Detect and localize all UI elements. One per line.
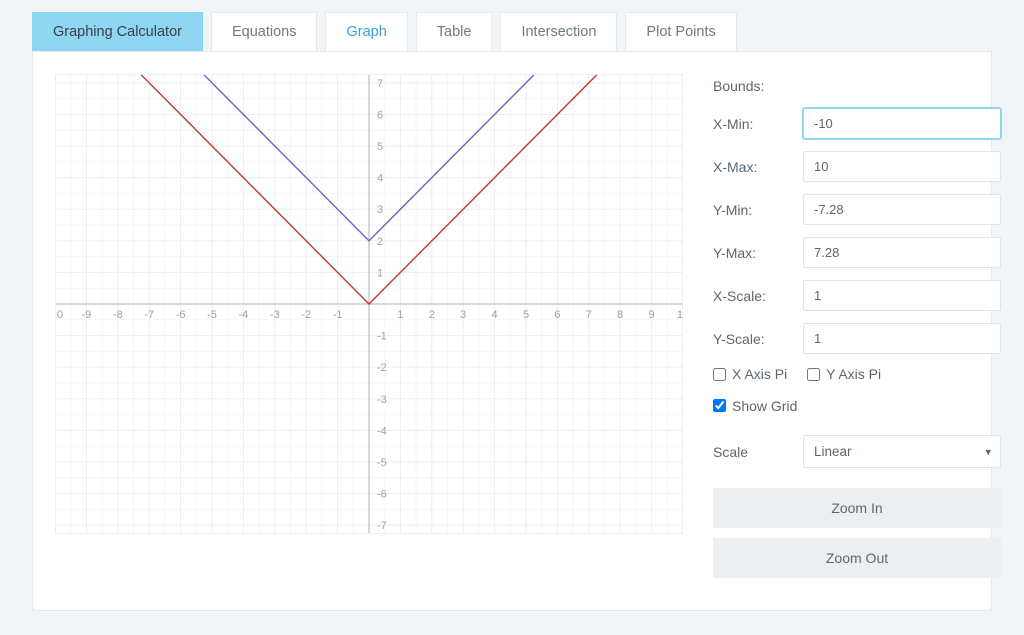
tab-bar: Graphing Calculator Equations Graph Tabl… [32,12,992,51]
y-axis-pi-checkbox[interactable] [807,368,820,381]
svg-text:-4: -4 [377,425,387,437]
tab-plot-points[interactable]: Plot Points [625,12,736,51]
svg-text:-2: -2 [301,309,311,321]
svg-text:4: 4 [377,173,383,185]
svg-text:2: 2 [377,236,383,248]
svg-text:-3: -3 [377,394,387,406]
svg-text:-5: -5 [207,309,217,321]
svg-text:-4: -4 [239,309,249,321]
x-axis-pi-label: X Axis Pi [732,366,787,382]
svg-text:1: 1 [377,267,383,279]
scale-label: Scale [713,444,787,460]
graph-svg: -10-9-8-7-6-5-4-3-2-112345678910-7-6-5-4… [55,74,683,534]
svg-text:6: 6 [554,309,560,321]
x-axis-pi-checkbox[interactable] [713,368,726,381]
tab-graph[interactable]: Graph [325,12,407,51]
show-grid-option[interactable]: Show Grid [713,398,797,414]
ymax-label: Y-Max: [713,245,803,261]
bounds-title: Bounds: [713,78,1001,94]
tab-equations[interactable]: Equations [211,12,318,51]
show-grid-label: Show Grid [732,398,797,414]
y-axis-pi-label: Y Axis Pi [826,366,881,382]
ymin-input[interactable] [803,194,1001,225]
main-panel: -10-9-8-7-6-5-4-3-2-112345678910-7-6-5-4… [32,51,992,611]
svg-text:-6: -6 [176,309,186,321]
tab-table[interactable]: Table [416,12,493,51]
yscale-input[interactable] [803,323,1001,354]
svg-text:8: 8 [617,309,623,321]
xmin-label: X-Min: [713,116,803,132]
svg-text:2: 2 [429,309,435,321]
tab-graphing-calculator[interactable]: Graphing Calculator [32,12,203,51]
scale-select[interactable]: LinearLogarithmic [803,435,1001,468]
x-axis-pi-option[interactable]: X Axis Pi [713,366,787,382]
svg-text:5: 5 [523,309,529,321]
svg-text:9: 9 [649,309,655,321]
svg-text:5: 5 [377,141,383,153]
svg-text:7: 7 [586,309,592,321]
svg-text:-2: -2 [377,362,387,374]
svg-text:-6: -6 [377,489,387,501]
svg-text:-1: -1 [377,331,387,343]
controls-panel: Bounds: X-Min: X-Max: Y-Min: Y-Max: X-Sc… [713,74,1001,588]
zoom-in-button[interactable]: Zoom In [713,488,1001,528]
svg-text:-7: -7 [377,520,387,532]
ymin-label: Y-Min: [713,202,803,218]
ymax-input[interactable] [803,237,1001,268]
svg-text:1: 1 [397,309,403,321]
xscale-label: X-Scale: [713,288,803,304]
tab-intersection[interactable]: Intersection [500,12,617,51]
svg-text:-3: -3 [270,309,280,321]
svg-text:-7: -7 [144,309,154,321]
show-grid-checkbox[interactable] [713,399,726,412]
svg-text:6: 6 [377,109,383,121]
xmax-input[interactable] [803,151,1001,182]
svg-text:7: 7 [377,78,383,90]
graph-area[interactable]: -10-9-8-7-6-5-4-3-2-112345678910-7-6-5-4… [55,74,683,588]
svg-text:-1: -1 [333,309,343,321]
zoom-out-button[interactable]: Zoom Out [713,538,1001,578]
xscale-input[interactable] [803,280,1001,311]
svg-text:-10: -10 [55,309,63,321]
svg-text:4: 4 [492,309,498,321]
yscale-label: Y-Scale: [713,331,803,347]
svg-text:-5: -5 [377,457,387,469]
xmin-input[interactable] [803,108,1001,139]
svg-text:-9: -9 [82,309,92,321]
xmax-label: X-Max: [713,159,803,175]
svg-text:3: 3 [377,204,383,216]
svg-text:3: 3 [460,309,466,321]
y-axis-pi-option[interactable]: Y Axis Pi [807,366,881,382]
svg-text:-8: -8 [113,309,123,321]
